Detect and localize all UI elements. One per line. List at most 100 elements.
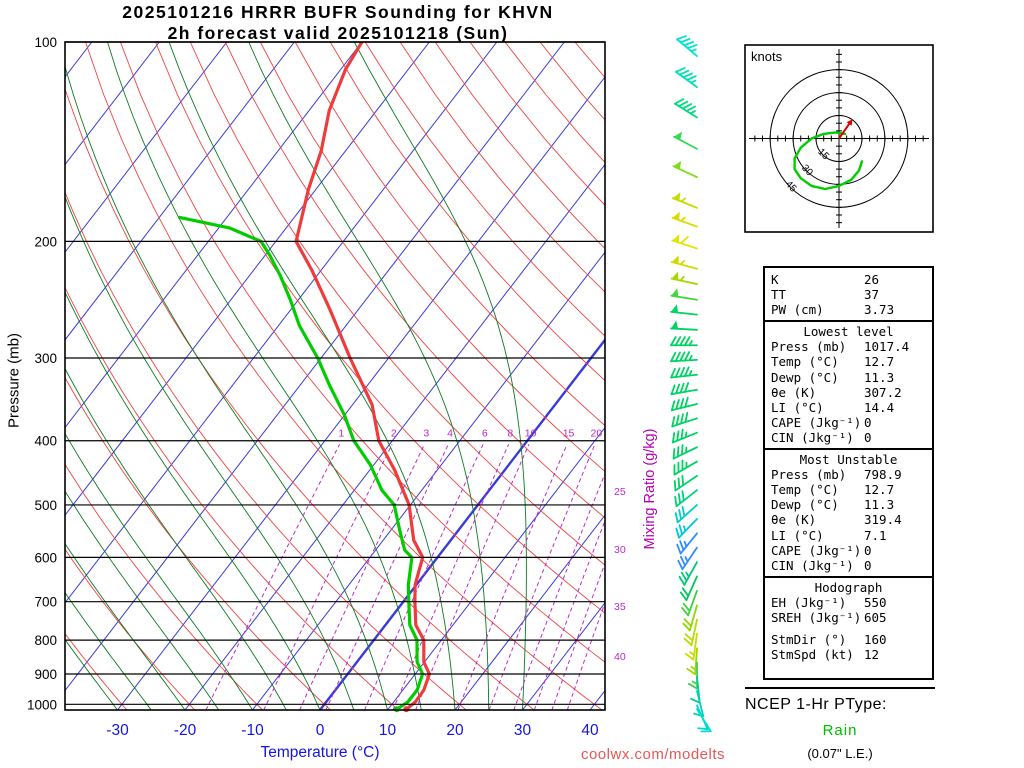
isotherms — [65, 42, 605, 710]
wind-barb — [673, 459, 698, 476]
mixing-ratio-axis-label: Mixing Ratio (g/kg) — [642, 428, 658, 550]
hodograph-ring — [769, 69, 909, 208]
mixing-ratio-tick-label: 6 — [482, 428, 488, 440]
stats-section: Most Unstable Press (mb) 798.9 Temp (°C) 12.… — [765, 448, 932, 573]
stat-value: 798.9 — [864, 467, 902, 483]
stat-value: 605 — [864, 609, 887, 625]
stat-label: CAPE (Jkg⁻¹) — [771, 414, 862, 430]
wind-barb — [671, 234, 698, 250]
wind-barb — [696, 708, 712, 733]
wind-barb — [675, 518, 698, 539]
stat-value: 160 — [864, 632, 887, 648]
mixing-ratio-tick-label: 10 — [525, 428, 537, 440]
wind-barb — [670, 382, 698, 396]
wind-barb — [671, 428, 698, 444]
stat-row: SREH (Jkg⁻¹) 605 — [771, 610, 926, 625]
pressure-tick-label: 200 — [34, 234, 57, 249]
storm-motion-arrow — [838, 122, 851, 140]
stat-row: Press (mb) 1017.4 — [771, 339, 926, 354]
stat-row: CIN (Jkg⁻¹) 0 — [771, 558, 926, 573]
temperature-tick-label: 40 — [581, 722, 599, 739]
ptype-value: Rain — [822, 722, 858, 739]
mixing-ratio-tick-label: 4 — [447, 428, 453, 440]
stat-label: StmSpd (kt) — [771, 647, 854, 663]
wind-barb — [674, 489, 698, 508]
chart-subtitle: 2h forecast valid 2025101218 (Sun) — [167, 23, 509, 43]
wind-barb — [670, 366, 698, 379]
stat-value: 26 — [864, 272, 880, 287]
stat-row: LI (°C) 14.4 — [771, 400, 926, 415]
stat-label: K — [771, 272, 779, 287]
hodograph-units-label: knots — [751, 49, 783, 64]
stat-label: CIN (Jkg⁻¹) — [771, 429, 854, 445]
temperature-tick-label: -20 — [174, 722, 197, 739]
ptype-extra: (0.07" L.E.) — [807, 746, 873, 761]
wind-barb — [670, 336, 698, 347]
pressure-tick-label: 700 — [34, 595, 57, 610]
stat-label: Press (mb) — [771, 339, 847, 355]
stat-label: θe (K) — [771, 384, 817, 400]
stat-value: 307.2 — [864, 384, 902, 400]
wind-barb — [671, 211, 698, 228]
wind-barb — [683, 618, 698, 646]
mixing-ratio-tick-label: 35 — [614, 601, 626, 613]
mixing-ratio-tick-label: 25 — [614, 486, 626, 498]
wind-barb — [681, 589, 698, 617]
temperature-axis-label: Temperature (°C) — [260, 744, 380, 761]
wind-barb — [672, 444, 698, 460]
stat-label: PW (cm) — [771, 302, 824, 318]
stat-label: Press (mb) — [771, 467, 847, 483]
temperature-tick-label: 20 — [446, 722, 464, 739]
stat-value: 37 — [864, 287, 880, 303]
mixing-ratio-tick-label: 40 — [614, 651, 626, 663]
stat-label: TT — [771, 287, 787, 303]
mixing-ratio-tick-label: 20 — [591, 428, 603, 440]
hodograph-trace — [793, 131, 864, 191]
pressure-tick-label: 600 — [34, 550, 57, 565]
stat-label: SREH (Jkg⁻¹) — [771, 609, 862, 625]
stat-label: CIN (Jkg⁻¹) — [771, 557, 854, 573]
stat-value: 1017.4 — [864, 339, 910, 355]
mixing-ratio-tick-label: 2 — [391, 428, 397, 440]
wind-barb — [673, 131, 698, 150]
plot-border — [64, 41, 606, 711]
watermark: coolwx.com/modelts — [580, 746, 726, 763]
stat-label: θe (K) — [771, 512, 817, 528]
stat-label: StmDir (°) — [771, 632, 847, 648]
pressure-tick-label: 400 — [34, 434, 57, 449]
stat-value: 7.1 — [864, 527, 887, 543]
pressure-tick-label: 100 — [34, 35, 57, 50]
wind-barb — [670, 320, 698, 331]
stats-section: Hodograph EH (Jkg⁻¹) 550 SREH (Jkg⁻¹) 605 Stm… — [765, 575, 932, 662]
temperature-tick-label: -30 — [106, 722, 129, 739]
wind-barb — [679, 575, 698, 602]
stat-row: StmDir (°) 160 — [771, 632, 926, 647]
stats-section-header: Most Unstable — [799, 452, 898, 468]
wind-barb — [670, 255, 698, 270]
stat-row: K 26 — [771, 272, 926, 287]
dewpoint-trace — [178, 215, 425, 710]
stat-value: 11.3 — [864, 369, 895, 385]
stat-row: CAPE (Jkg⁻¹) 0 — [771, 415, 926, 430]
mixing-ratio-tick-label: 15 — [563, 428, 575, 440]
stat-label: Dewp (°C) — [771, 369, 839, 385]
wind-barb — [670, 288, 698, 301]
wind-barb — [671, 192, 698, 209]
stat-row: StmSpd (kt) 12 — [771, 647, 926, 662]
stats-section: Lowest level Press (mb) 1017.4 Temp (°C) 12.… — [765, 320, 932, 445]
stat-row: PW (cm) 3.73 — [771, 302, 926, 317]
storm-motion-arrowhead — [846, 119, 853, 126]
mixing-ratio-tick-label: 30 — [614, 544, 626, 556]
stat-label: Temp (°C) — [771, 482, 839, 498]
mixing-ratio-lines — [205, 444, 605, 710]
wind-barb — [678, 561, 698, 586]
wind-barb — [673, 474, 698, 492]
stat-row: θe (K) 319.4 — [771, 512, 926, 527]
stats-section-header: Hodograph — [814, 579, 883, 595]
wind-barb — [676, 532, 698, 555]
wind-barb — [675, 67, 698, 89]
mixing-ratio-tick-label: 8 — [507, 428, 513, 440]
ptype-block: NCEP 1-Hr PType: Rain (0.07" L.E.) — [745, 687, 935, 761]
wind-barb — [674, 504, 698, 524]
stat-row: LI (°C) 7.1 — [771, 528, 926, 543]
